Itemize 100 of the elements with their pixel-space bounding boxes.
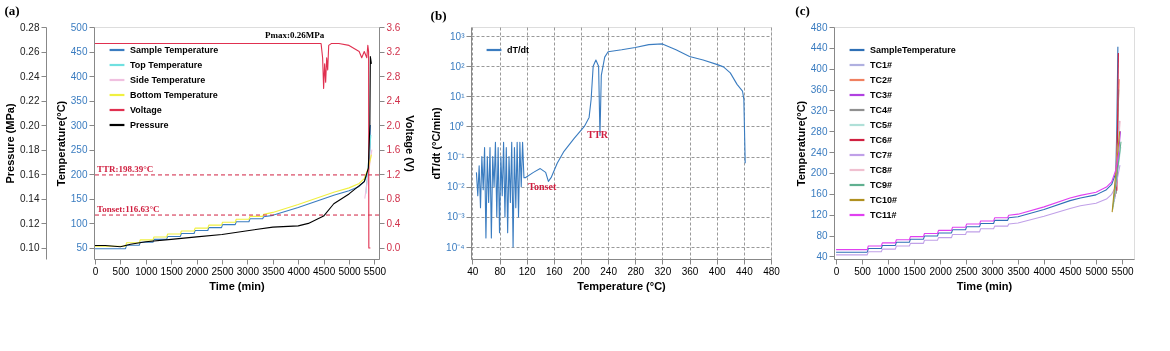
x-axis-title: Time (min) [209,279,266,292]
y-tick-label: 10⁻⁴ [446,241,465,253]
y2-tick-label: 1.2 [386,168,401,180]
x-axis-title: Time (min) [956,279,1013,292]
annotation: Pmax:0.26MPa [265,30,325,40]
x-tick-label: 320 [654,265,672,277]
y2-tick-label: 3.2 [386,46,401,58]
legend-label: Side Temperature [130,75,206,85]
legend-label: TC2# [870,75,893,85]
x-tick-label: 500 [854,265,872,277]
y-tick-label: 40 [816,250,828,262]
legend-label: TC4# [870,105,893,115]
y-tick-label: 360 [810,84,828,96]
x-tick-label: 5000 [1085,265,1109,277]
y-tick-label: 150 [70,193,88,205]
x-axis-title: Temperature (°C) [577,279,667,292]
y-tick-label: 280 [810,125,828,137]
y2-tick-label: 0.4 [386,217,401,229]
legend-label: Pressure [130,120,169,130]
x-tick-label: 1000 [877,265,901,277]
annotation: TTR [587,129,609,141]
x-tick-label: 3000 [981,265,1005,277]
legend-label: TC10# [870,195,898,205]
x-tick-label: 1000 [135,265,158,277]
y3-tick-label: 0.12 [20,217,40,229]
legend-label: TC9# [870,180,893,190]
y2-tick-label: 1.6 [386,144,401,156]
x-tick-label: 2000 [186,265,209,277]
y-tick-label: 120 [810,209,828,221]
y3-tick-label: 0.26 [20,46,40,58]
x-tick-label: 2500 [211,265,235,277]
legend-label: dT/dt [507,45,529,55]
x-tick-label: 160 [545,265,564,277]
legend-label: Bottom Temperature [130,90,218,100]
x-tick-label: 120 [518,265,536,277]
y-tick-label: 500 [70,21,88,33]
legend-label: TC7# [870,150,893,160]
y-tick-label: 200 [810,167,828,179]
y-tick-label: 10⁻² [447,181,466,193]
chart-title: (b) [430,8,447,23]
y2-tick-label: 2.0 [386,119,401,131]
chart-title: (c) [795,3,810,18]
y3-axis-title: Pressure (MPa) [4,103,17,184]
x-tick-label: 4000 [287,265,311,277]
y-axis-title: Temperature(°C) [794,100,807,187]
x-tick-label: 400 [708,265,726,277]
y2-tick-label: 2.8 [386,70,401,82]
x-tick-label: 480 [763,265,781,277]
y-tick-label: 350 [70,95,88,107]
x-tick-label: 280 [627,265,645,277]
x-tick-label: 240 [600,265,618,277]
x-tick-label: 0 [833,265,840,277]
y-tick-label: 480 [810,21,828,33]
ref-line-label: TTR:198.39°C [97,163,154,174]
legend-label: TC1# [870,60,893,70]
x-tick-label: 5500 [1111,265,1135,277]
y3-tick-label: 0.14 [20,193,40,205]
y-tick-label: 10⁰ [449,120,465,132]
x-tick-label: 3500 [262,265,285,277]
x-tick-label: 4000 [1033,265,1057,277]
legend-label: TC3# [870,90,893,100]
y-tick-label: 320 [810,104,828,116]
ref-line-label: Tonset:116.63°C [97,204,160,215]
y-tick-label: 80 [816,230,828,242]
legend-label: TC5# [870,120,893,130]
y-axis-title: Temperature(°C) [54,100,67,187]
y-tick-label: 10² [450,60,466,72]
x-tick-label: 2000 [929,265,953,277]
y3-tick-label: 0.16 [20,168,40,180]
x-tick-label: 40 [467,265,479,277]
legend-label: Sample Temperature [130,45,219,55]
y-tick-label: 10⁻¹ [447,151,466,163]
x-tick-label: 200 [573,265,591,277]
x-tick-label: 360 [681,265,699,277]
y-tick-label: 160 [810,188,828,200]
legend-label: Voltage [130,105,162,115]
y2-tick-label: 3.6 [386,21,401,33]
x-tick-label: 500 [112,265,130,277]
y-tick-label: 200 [70,168,88,180]
legend-label: TC11# [870,210,897,220]
x-tick-label: 4500 [313,265,336,277]
y-tick-label: 240 [810,146,828,158]
y2-tick-label: 0.8 [386,193,401,205]
x-tick-label: 1500 [903,265,927,277]
y2-tick-label: 0.0 [386,242,401,254]
y-tick-label: 100 [70,217,88,229]
y-tick-label: 400 [810,63,828,75]
x-tick-label: 5000 [338,265,362,277]
y-tick-label: 50 [76,242,88,254]
y-tick-label: 10³ [450,30,466,42]
x-tick-label: 0 [92,265,99,277]
y3-tick-label: 0.20 [20,119,40,131]
y-tick-label: 450 [70,46,88,58]
legend-label: TC8# [870,165,893,175]
y3-tick-label: 0.24 [20,70,40,82]
x-tick-label: 3000 [236,265,260,277]
x-tick-label: 3500 [1007,265,1031,277]
legend-label: TC6# [870,135,893,145]
x-tick-label: 2500 [955,265,979,277]
x-tick-label: 5500 [363,265,387,277]
